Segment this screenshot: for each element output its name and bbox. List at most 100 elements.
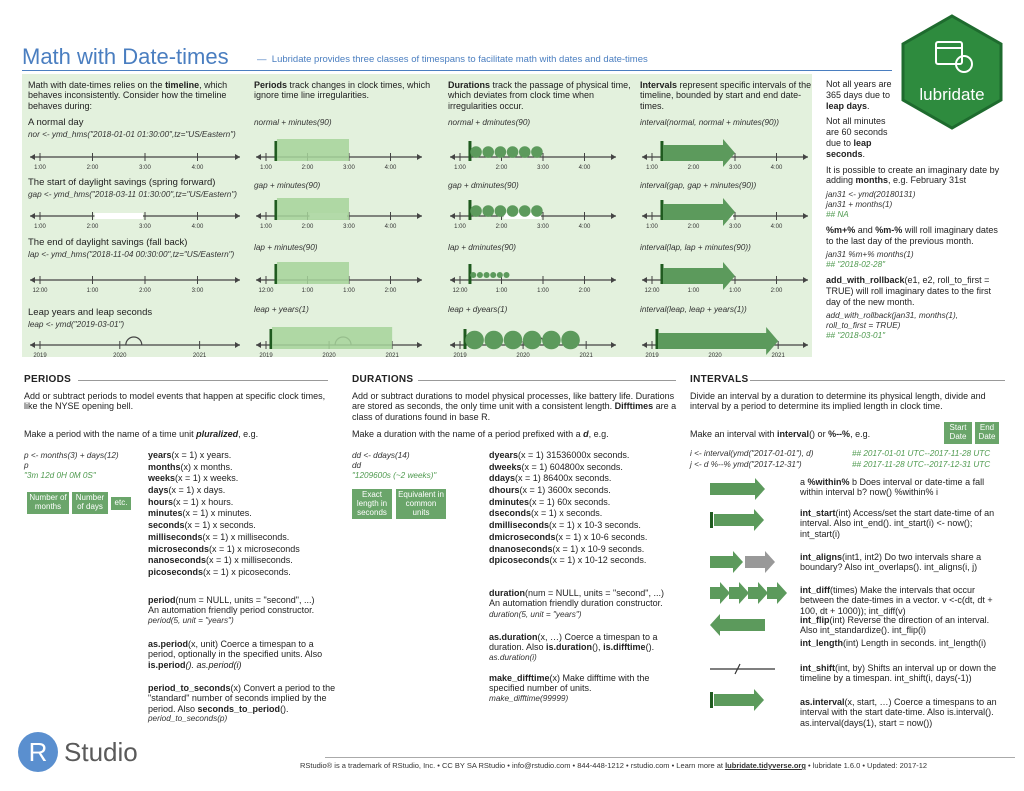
tick-label: 2020	[322, 353, 336, 359]
tick-label: 1:00	[260, 165, 272, 171]
period-func-item: picoseconds(x = 1) x picoseconds.	[148, 566, 291, 577]
periods-rule	[78, 380, 328, 381]
tick-label: 2019	[645, 353, 659, 359]
duration-func-item: dhours(x = 1) 3600x seconds.	[489, 485, 611, 496]
periods-make: Make a period with the name of a time un…	[24, 429, 259, 439]
period-constructor: period(num = NULL, units = "second", ...…	[148, 595, 315, 625]
footer-text: RStudio® is a trademark of RStudio, Inc.…	[300, 761, 928, 770]
sidebar-code3: jan31 %m+% months(1)	[826, 250, 914, 260]
tick-label: 4:00	[579, 165, 591, 171]
sidebar-out1: ## NA	[826, 209, 849, 219]
tick-label: 1:00	[34, 165, 46, 171]
duration-dot	[490, 271, 497, 279]
sidebar-out2: ## "2018-02-28"	[826, 260, 886, 270]
intervals-code2: j <- d %--% ymd("2017-12-31")	[690, 460, 802, 469]
tick-label: 2:00	[688, 165, 700, 171]
badge-number-days: Number of days	[72, 492, 108, 514]
tick-label: 3:00	[192, 288, 204, 294]
duration-func-item: dmicroseconds(x = 1) x 10-6 seconds.	[489, 531, 648, 542]
tick-label: 12:00	[258, 288, 274, 294]
interval-arrow-icon	[714, 509, 764, 531]
interval-func-item: int_length(int) Length in seconds. int_l…	[800, 638, 987, 648]
sidebar-out3: ## "2018-03-01"	[826, 331, 886, 341]
tick-label: 2:00	[87, 165, 99, 171]
interval-arrow-icon	[729, 582, 749, 604]
interval-func-item: as.interval(x, start, …) Coerce a timesp…	[800, 697, 997, 728]
tick-label: 12:00	[32, 288, 48, 294]
duration-dot	[506, 205, 519, 217]
tick-label: 1:00	[454, 165, 466, 171]
dst-start-label: The start of daylight savings (spring fo…	[28, 177, 216, 188]
period-func-item: months(x) x months.	[148, 461, 233, 472]
duration-dot	[518, 146, 531, 158]
periods-code1: p <- months(3) + days(12)	[24, 451, 119, 460]
tick-label: 2:00	[87, 224, 99, 230]
lubridate-logo: lubridate	[900, 14, 1004, 130]
duration-dot	[470, 205, 482, 217]
interval-arrow-icon	[710, 551, 743, 573]
interval-arrow	[658, 327, 779, 355]
sidebar-code2: jan31 + months(1)	[826, 200, 893, 210]
tick-label: 2020	[708, 353, 722, 359]
period-func-item: weeks(x = 1) x weeks.	[148, 473, 239, 484]
tick-label: 2:00	[139, 288, 151, 294]
tick-label: 1:00	[537, 288, 549, 294]
rstudio-logo: R	[18, 732, 58, 772]
tick-label: 4:00	[771, 165, 783, 171]
page-title: Math with Date-times	[22, 44, 229, 69]
tick-label: 4:00	[579, 224, 591, 230]
dst-end-code: lap <- ymd_hms("2018-11-04 00:30:00",tz=…	[28, 250, 235, 259]
period-func-item: minutes(x = 1) x minutes.	[148, 508, 252, 519]
tick-label: 4:00	[385, 165, 397, 171]
durations-header: Durations track the passage of physical …	[448, 80, 631, 111]
period-func-item: nanoseconds(x = 1) x milliseconds.	[148, 555, 293, 566]
period-func-item: hours(x = 1) x hours.	[148, 496, 234, 507]
normal-day-label: A normal day	[28, 117, 84, 128]
interval-icons	[710, 478, 787, 711]
duration-dot	[542, 330, 561, 350]
tick-label: 3:00	[537, 224, 549, 230]
period-to-seconds: period_to_seconds(x) Convert a period to…	[148, 683, 336, 724]
duration-func-item: ddays(x = 1) 86400x seconds.	[489, 473, 612, 484]
footer-link[interactable]: lubridate.tidyverse.org	[725, 761, 806, 770]
sidebar-leap-seconds: Not all minutes are 60 seconds due to le…	[826, 116, 888, 159]
tick-label: 2019	[259, 353, 273, 359]
tick-label: 4:00	[192, 224, 204, 230]
interval-arrow-icon	[748, 582, 768, 604]
tick-label: 1:00	[343, 288, 355, 294]
intervals-out2: ## 2017-11-28 UTC--2017-12-31 UTC	[852, 460, 991, 469]
duration-dot	[531, 146, 543, 158]
periods-section-title: PERIODS	[24, 374, 72, 385]
interval-func-item: int_aligns(int1, int2) Do two intervals …	[800, 552, 982, 573]
start-marker-icon	[710, 512, 713, 528]
periods-out: "3m 12d 0H 0M 0S"	[24, 471, 96, 480]
period-func-item: days(x = 1) x days.	[148, 485, 226, 496]
tick-label: 1:00	[302, 288, 314, 294]
intro-text: Math with date-times relies on the timel…	[28, 80, 228, 111]
periods-desc: Add or subtract periods to model events …	[24, 391, 326, 412]
badge-start-date: Start Date	[944, 422, 972, 444]
tick-label: 12:00	[644, 288, 660, 294]
duration-dot	[470, 146, 482, 158]
duration-dot	[470, 271, 477, 279]
badge-end-date: End Date	[975, 422, 999, 444]
leap-code: leap <- ymd("2019-03-01")	[28, 320, 125, 329]
interval-func-item: int_start(int) Access/set the start date…	[800, 508, 995, 539]
tick-label: 2:00	[771, 288, 783, 294]
sidebar-rolling: %m+% and %m-% will roll imaginary dates …	[826, 224, 998, 246]
duration-dot	[482, 146, 495, 158]
duration-func-item: dminutes(x = 1) 60x seconds.	[489, 496, 611, 507]
tick-label: 2:00	[385, 288, 397, 294]
interval-arrow	[662, 198, 735, 226]
intervals-header: Intervals represent specific intervals o…	[640, 80, 812, 111]
durations-code2: dd	[352, 461, 362, 470]
badge-number-months: Number of months	[27, 492, 69, 514]
tick-label: 4:00	[385, 224, 397, 230]
periods-code2: p	[24, 461, 29, 470]
interval-func-item: int_flip(int) Reverse the direction of a…	[800, 615, 990, 636]
normal-code: nor <- ymd_hms("2018-01-01 01:30:00",tz=…	[28, 130, 236, 139]
durations-rule	[418, 380, 676, 381]
interval-func-item: a %within% b Does interval or date-time …	[800, 477, 985, 498]
dst-start-code: gap <- ymd_hms("2018-03-11 01:30:00",tz=…	[28, 190, 237, 199]
tick-label: 2020	[113, 353, 127, 359]
